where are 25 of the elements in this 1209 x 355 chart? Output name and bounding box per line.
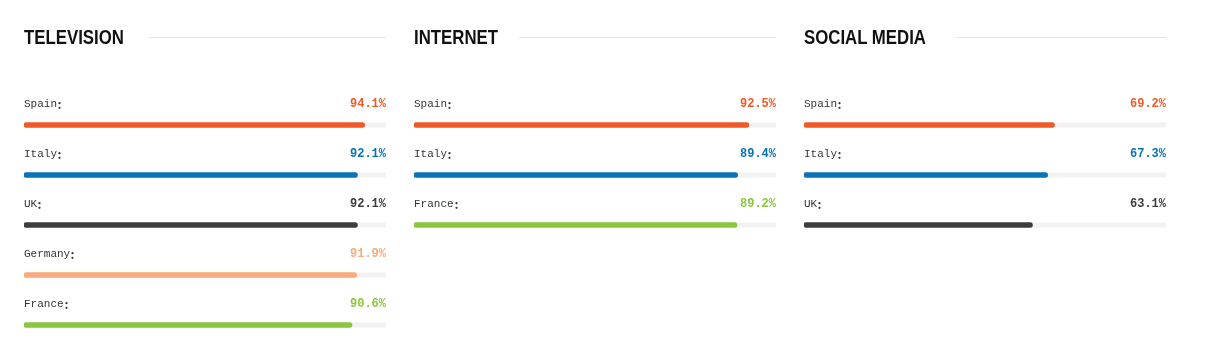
category-label: Italy: [414, 148, 448, 160]
data-label: 92.1%: [349, 147, 387, 162]
category-label: Italy: [24, 148, 58, 160]
data-label: 91.9%: [349, 247, 387, 262]
data-label: 90.6%: [349, 297, 387, 312]
data-label: 92.5%: [739, 97, 777, 112]
category-label: Spain: [804, 98, 838, 110]
category-label: Germany: [24, 248, 71, 260]
chart-title: SOCIAL MEDIA: [804, 25, 926, 49]
category-label: UK: [24, 198, 38, 210]
data-label: 89.4%: [739, 147, 777, 162]
data-label: 69.2%: [1129, 97, 1167, 112]
category-label: France: [24, 298, 64, 310]
category-label: Italy: [804, 148, 838, 160]
data-label: 63.1%: [1129, 197, 1167, 212]
data-label: 89.2%: [739, 197, 777, 212]
data-label: 94.1%: [349, 97, 387, 112]
chart-title: INTERNET: [414, 25, 498, 49]
data-label: 92.1%: [349, 197, 387, 212]
category-label: UK: [804, 198, 818, 210]
chart-title: TELEVISION: [24, 25, 124, 49]
category-label: Spain: [24, 98, 58, 110]
category-label: France: [414, 198, 454, 210]
category-label: Spain: [414, 98, 448, 110]
data-label: 67.3%: [1129, 147, 1167, 162]
